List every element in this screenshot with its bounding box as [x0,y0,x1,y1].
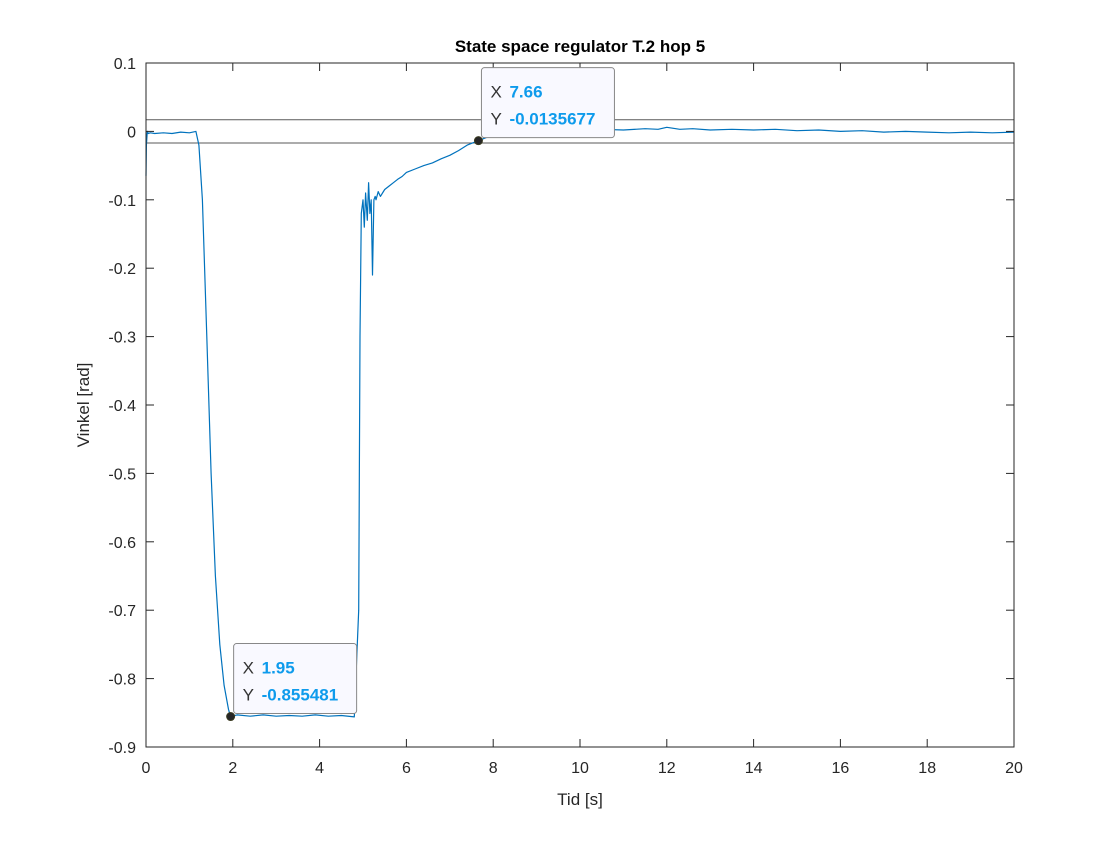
datatip-x-label: X [490,83,501,102]
chart-title: State space regulator T.2 hop 5 [455,37,705,56]
datatip-y-value: -0.855481 [262,686,339,705]
datatips: X 1.95 Y -0.855481 X 7.66 Y -0.0135677 [226,67,615,722]
y-tick-label: -0.1 [108,193,136,210]
x-tick-label: 12 [658,760,676,777]
plot-area [146,63,1014,747]
x-tick-label: 2 [228,760,237,777]
x-tick-label: 10 [571,760,589,777]
y-tick-label: -0.6 [108,535,136,552]
y-tick-label: -0.4 [108,398,136,415]
x-tick-label: 20 [1005,760,1023,777]
datatip-x-value: 1.95 [262,659,295,678]
y-axis-label: Vinkel [rad] [74,363,93,448]
datatip[interactable]: X 1.95 Y -0.855481 [226,643,358,722]
datatip-x-value: 7.66 [509,83,542,102]
series-layer [145,126,1015,718]
y-tick-label: -0.5 [108,466,136,483]
datatip-y-label: Y [490,110,501,129]
y-tick-label: -0.7 [108,603,136,620]
x-tick-label: 16 [832,760,850,777]
x-tick-label: 8 [489,760,498,777]
y-tick-label: 0 [127,124,136,141]
datatip-y-label: Y [243,686,254,705]
datatip-box [480,67,615,139]
datatip[interactable]: X 7.66 Y -0.0135677 [473,67,615,146]
x-axis-label: Tid [s] [557,790,603,809]
datatip-marker[interactable] [226,712,236,722]
x-tick-label: 0 [142,760,151,777]
y-tick-label: -0.9 [108,740,136,757]
series-line [145,126,1015,718]
y-tick-label: 0.1 [114,56,136,73]
y-tick-label: -0.3 [108,330,136,347]
x-tick-label: 4 [315,760,324,777]
axis-ticks: 0 2 4 6 8 10 12 14 16 18 20 0.1 0 -0.1 -0.2 -0.3 -0.4 -0.… [108,56,1023,777]
datatip-marker[interactable] [473,136,483,146]
x-tick-label: 18 [918,760,936,777]
x-tick-label: 6 [402,760,411,777]
datatip-y-value: -0.0135677 [509,110,595,129]
datatip-box [233,643,358,715]
y-tick-label: -0.2 [108,261,136,278]
y-tick-label: -0.8 [108,672,136,689]
datatip-x-label: X [243,659,254,678]
x-tick-label: 14 [745,760,763,777]
axes-box [145,62,1015,748]
